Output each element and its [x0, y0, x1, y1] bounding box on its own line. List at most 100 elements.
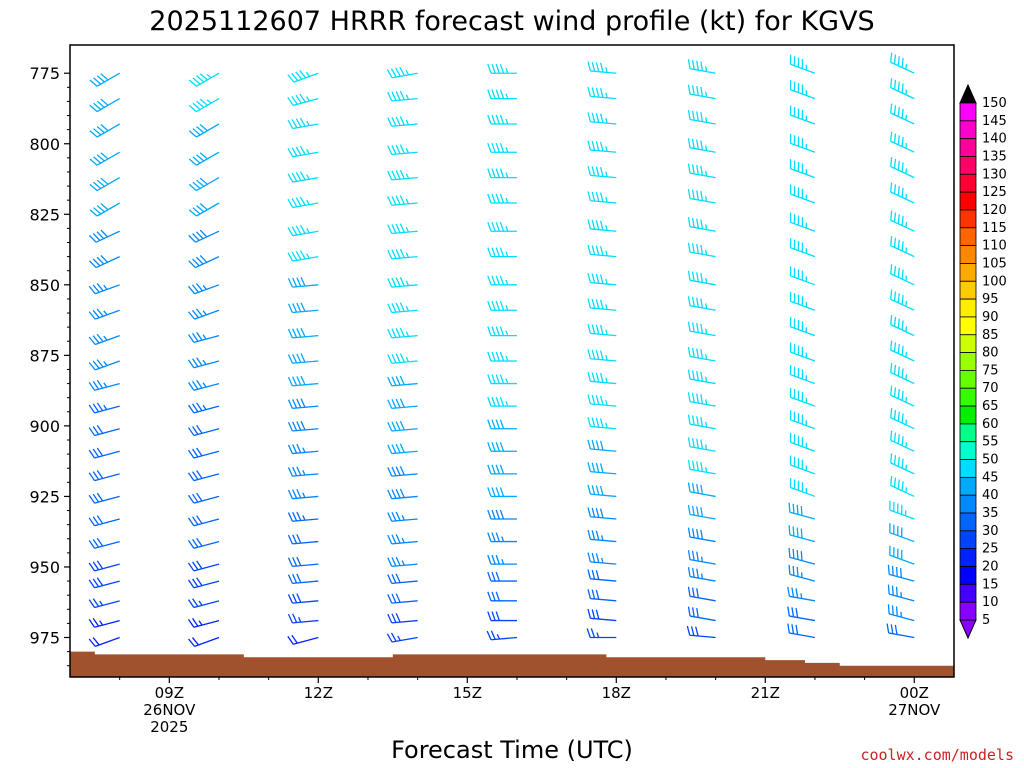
- barb-feather: [487, 114, 492, 125]
- credit-link[interactable]: coolwx.com/models: [860, 746, 1014, 764]
- barb-feather: [496, 633, 501, 640]
- barb-feather: [696, 416, 699, 426]
- wind-barb: [188, 636, 220, 648]
- barb-feather: [591, 394, 596, 405]
- barb-feather: [292, 303, 298, 313]
- barb-shaft: [590, 174, 617, 179]
- wind-barb: [886, 623, 915, 639]
- barb-feather: [487, 554, 492, 565]
- x-axis-label: Forecast Time (UTC): [391, 736, 633, 764]
- barb-feather: [99, 600, 104, 606]
- wind-barb: [890, 264, 915, 286]
- barb-shaft: [292, 563, 319, 568]
- barb-feather: [905, 301, 908, 307]
- barb-feather: [890, 340, 893, 351]
- barb-feather: [92, 335, 100, 344]
- barb-feather: [599, 274, 604, 284]
- wind-barb: [487, 63, 517, 74]
- barb-feather: [599, 141, 604, 152]
- wind-barb: [387, 534, 418, 545]
- colorbar-segment: [959, 387, 977, 407]
- barb-feather: [905, 275, 908, 281]
- barb-feather: [791, 607, 795, 617]
- barb-feather: [96, 154, 105, 162]
- colorbar-label: 100: [982, 274, 1007, 289]
- y-tick-label: 900: [29, 417, 60, 436]
- barb-shaft: [789, 573, 816, 582]
- barb-shaft: [890, 394, 915, 407]
- barb-feather: [891, 605, 894, 615]
- barb-feather: [696, 218, 699, 229]
- barb-feather: [587, 484, 592, 495]
- colorbar-segment: [959, 173, 977, 193]
- barb-feather: [887, 604, 890, 614]
- wind-barb: [89, 202, 120, 217]
- y-tick-label: 775: [29, 64, 60, 83]
- barb-feather: [501, 558, 505, 565]
- barb-feather: [605, 67, 608, 73]
- x-tick-label: 21Z: [751, 684, 780, 702]
- barb-feather: [92, 258, 101, 267]
- wind-barb: [287, 277, 319, 288]
- barb-shaft: [890, 191, 915, 204]
- barb-feather: [88, 494, 96, 504]
- barb-feather: [287, 557, 294, 567]
- barb-feather: [391, 277, 397, 287]
- wind-barb: [789, 291, 816, 311]
- barb-feather: [491, 591, 496, 602]
- barb-feather: [287, 74, 295, 83]
- barb-feather: [188, 209, 197, 217]
- barb-feather: [405, 119, 410, 126]
- barb-shaft: [689, 355, 716, 362]
- barb-feather: [796, 550, 799, 560]
- barb-feather: [591, 191, 596, 202]
- barb-feather: [196, 402, 203, 412]
- barb-feather: [287, 119, 294, 129]
- wind-barb: [387, 169, 418, 181]
- barb-feather: [905, 89, 908, 95]
- barb-shaft: [391, 540, 418, 545]
- barb-feather: [897, 434, 900, 444]
- barb-shaft: [790, 419, 816, 430]
- barb-feather: [292, 277, 298, 287]
- barb-feather: [399, 302, 405, 312]
- barb-shaft: [391, 563, 418, 568]
- barb-feather: [291, 72, 299, 82]
- barb-feather: [292, 399, 298, 409]
- barb-feather: [287, 354, 294, 364]
- barb-shaft: [96, 72, 120, 87]
- barb-feather: [99, 620, 104, 626]
- barb-feather: [100, 98, 109, 106]
- barb-feather: [188, 130, 197, 138]
- barb-feather: [192, 561, 199, 571]
- barb-feather: [296, 466, 302, 476]
- barb-feather: [296, 277, 302, 287]
- barb-feather: [386, 633, 393, 643]
- barb-feather: [890, 475, 893, 486]
- barb-feather: [199, 254, 208, 263]
- wind-barb: [789, 54, 816, 74]
- barb-shaft: [391, 284, 418, 288]
- colorbar-label: 150: [982, 96, 1007, 111]
- barb-feather: [287, 444, 294, 454]
- barb-feather: [687, 138, 691, 148]
- wind-barb: [789, 387, 816, 407]
- barb-feather: [302, 492, 306, 498]
- barb-feather: [700, 140, 704, 150]
- barb-feather: [202, 359, 207, 365]
- wind-barb: [587, 462, 617, 475]
- barb-shaft: [790, 221, 816, 232]
- barb-feather: [691, 164, 695, 174]
- wind-barb: [890, 78, 915, 100]
- wind-barb: [487, 168, 517, 179]
- barb-feather: [291, 634, 298, 644]
- barb-feather: [88, 540, 96, 549]
- barb-feather: [387, 376, 393, 387]
- barb-feather: [296, 556, 302, 566]
- barb-shaft: [391, 230, 418, 235]
- barb-feather: [895, 606, 898, 617]
- barb-feather: [691, 528, 695, 538]
- barb-feather: [595, 508, 600, 518]
- barb-shaft: [590, 95, 617, 100]
- barb-feather: [399, 353, 405, 363]
